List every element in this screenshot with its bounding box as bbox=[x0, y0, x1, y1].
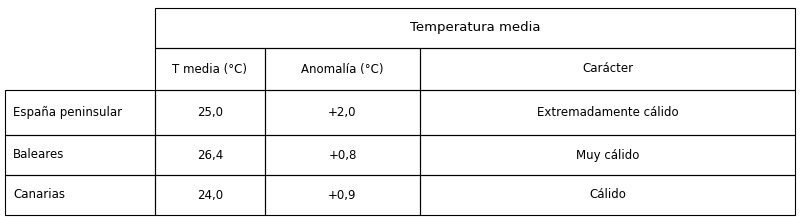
Bar bbox=[5, 175, 155, 215]
Text: Extremadamente cálido: Extremadamente cálido bbox=[536, 106, 678, 119]
Text: +0,9: +0,9 bbox=[328, 189, 357, 202]
Bar bbox=[419, 135, 794, 175]
Bar bbox=[419, 90, 794, 135]
Bar bbox=[5, 135, 155, 175]
Text: +0,8: +0,8 bbox=[328, 148, 357, 161]
Bar bbox=[155, 90, 265, 135]
Bar bbox=[265, 90, 419, 135]
Bar bbox=[155, 48, 265, 90]
Text: Muy cálido: Muy cálido bbox=[575, 148, 638, 161]
Bar bbox=[5, 90, 155, 135]
Text: España peninsular: España peninsular bbox=[13, 106, 122, 119]
Bar bbox=[155, 135, 265, 175]
Text: 24,0: 24,0 bbox=[197, 189, 222, 202]
Text: 25,0: 25,0 bbox=[197, 106, 222, 119]
Bar bbox=[265, 175, 419, 215]
Text: Cálido: Cálido bbox=[589, 189, 626, 202]
Text: Baleares: Baleares bbox=[13, 148, 64, 161]
Text: +2,0: +2,0 bbox=[328, 106, 357, 119]
Text: Carácter: Carácter bbox=[581, 62, 632, 76]
Text: Temperatura media: Temperatura media bbox=[410, 21, 540, 35]
Text: T media (°C): T media (°C) bbox=[173, 62, 247, 76]
Text: Canarias: Canarias bbox=[13, 189, 65, 202]
Bar bbox=[155, 175, 265, 215]
Bar bbox=[265, 135, 419, 175]
Text: Anomalía (°C): Anomalía (°C) bbox=[301, 62, 383, 76]
Bar bbox=[265, 48, 419, 90]
Bar bbox=[419, 48, 794, 90]
Bar bbox=[155, 8, 794, 48]
Bar bbox=[419, 175, 794, 215]
Text: 26,4: 26,4 bbox=[197, 148, 223, 161]
